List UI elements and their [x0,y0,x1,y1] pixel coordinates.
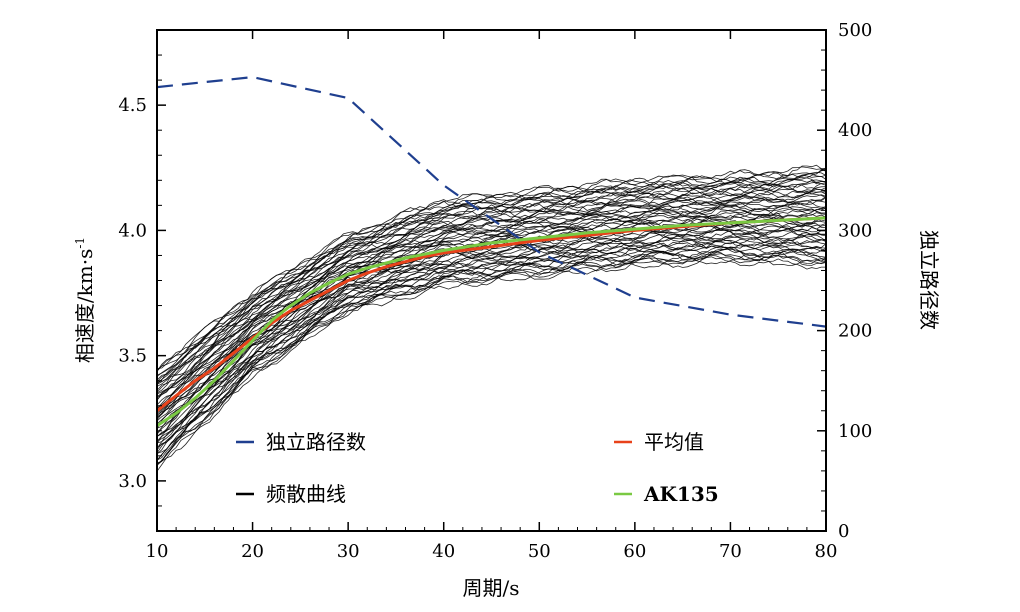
dispersion-curve [157,223,826,429]
dispersion-curve [157,254,826,464]
x-tick-label: 70 [719,541,742,562]
dispersion-curve [157,227,826,437]
x-tick-label: 30 [337,541,360,562]
dispersion-curve [157,181,826,383]
x-tick-label: 80 [815,541,838,562]
dispersion-curve [157,168,826,372]
y-right-tick-label: 300 [838,220,872,241]
dispersion-curve [157,208,826,414]
legend-label-mean: 平均值 [644,430,704,454]
dispersion-curve [157,166,826,369]
dispersion-curve [157,253,826,466]
x-tick-label: 20 [241,541,264,562]
path-count-line [157,75,826,328]
axes: 10 20 30 40 50 60 70 80 3.0 3.5 4.0 4.5 0 100 200 300 40… [118,20,872,562]
y-left-tick-label: 4.5 [118,95,147,116]
dispersion-curve [157,215,826,421]
dispersion-curve [157,194,826,397]
y-left-tick-label: 3.0 [118,471,147,492]
dispersion-curve [157,187,826,391]
y-left-axis-title: 相速度/km·s [73,249,97,363]
dispersion-curve [157,186,826,387]
dispersion-curve [157,202,826,411]
dispersion-curve [157,254,826,466]
dispersion-curve [157,229,826,437]
legend-label-paths: 独立路径数 [266,430,366,454]
x-tick-label: 40 [432,541,455,562]
dispersion-curve [157,204,826,410]
legend-label-ak135: AK135 [643,482,719,506]
dispersion-curve [157,206,826,416]
dispersion-curve [157,196,826,401]
dispersion-curve [157,225,826,434]
legend-label-curves: 频散曲线 [266,482,346,506]
dispersion-curve [157,248,826,461]
dispersion-curve [157,178,826,384]
dispersion-curve [157,243,826,454]
x-tick-label: 60 [623,541,646,562]
y-left-axis-title-sup: -1 [73,237,87,249]
x-tick-label: 10 [146,541,169,562]
dispersion-curve [157,183,826,394]
y-right-tick-label: 0 [838,521,849,542]
dispersion-curve [157,238,826,448]
dispersion-curve [157,237,826,449]
dispersion-curve [157,190,826,398]
x-axis-title: 周期/s [462,576,519,600]
y-right-tick-label: 100 [838,421,872,442]
y-right-tick-label: 400 [838,120,872,141]
y-right-tick-label: 200 [838,321,872,342]
ak135-line [157,216,826,428]
plot-frame [156,29,827,532]
y-left-axis-title-group: 相速度/km·s-1 [73,237,97,363]
y-right-axis-title: 独立路径数 [917,230,941,330]
y-right-tick-label: 500 [838,20,872,41]
dispersion-curve [157,256,826,472]
dispersion-curve [157,246,826,465]
dispersion-curve [157,239,826,455]
series-lines [157,75,826,428]
dispersion-curve [157,220,826,429]
y-left-tick-label: 4.0 [118,220,147,241]
svg-text:相速度/km·s-1: 相速度/km·s-1 [73,237,97,363]
dispersion-curves [157,164,826,472]
dispersion-curve [157,231,826,437]
dispersion-curve [157,245,826,461]
x-tick-label: 50 [528,541,551,562]
y-left-tick-label: 3.5 [118,346,147,367]
